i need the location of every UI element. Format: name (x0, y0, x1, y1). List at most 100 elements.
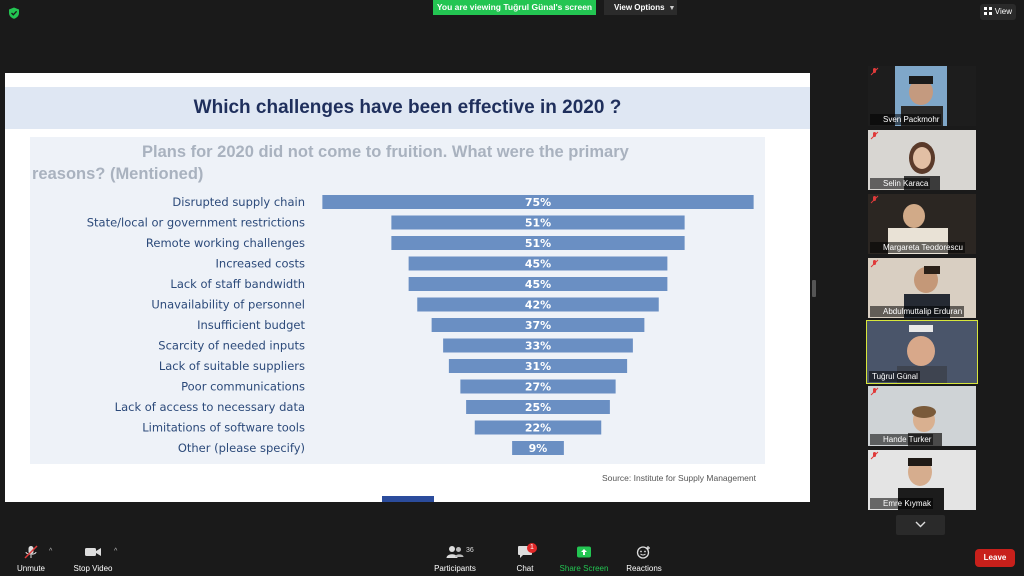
bar-value-label: 33% (525, 340, 551, 353)
category-label: Limitations of software tools (142, 421, 305, 435)
muted-mic-icon (870, 131, 879, 140)
muted-mic-icon (24, 545, 38, 559)
split-view-handle[interactable] (812, 280, 816, 297)
chart-bar (391, 236, 685, 250)
muted-mic-icon (870, 195, 879, 204)
chart-bar (322, 195, 754, 209)
bar-value-label: 51% (525, 237, 551, 250)
chat-unread-badge: 1 (527, 543, 537, 553)
participant-name: Hande Turker (870, 434, 934, 445)
share-screen-label: Share Screen (559, 564, 609, 573)
participant-name: Abdulmuttalip Erduran (870, 306, 965, 317)
unmute-button[interactable]: Unmute (12, 545, 50, 573)
chevron-down-icon: ▼ (668, 5, 676, 12)
bar-value-label: 27% (525, 381, 551, 394)
participant-name: Emre Kıymak (870, 498, 934, 509)
video-camera-icon (85, 548, 101, 556)
share-screen-button[interactable]: Share Screen (558, 545, 610, 573)
category-label: Scarcity of needed inputs (158, 339, 305, 353)
viewing-screen-banner: You are viewing Tuğrul Günal's screen (433, 0, 596, 15)
shared-screen: Which challenges have been effective in … (5, 73, 810, 502)
chevron-down-icon (915, 521, 926, 528)
video-options-caret[interactable]: ^ (114, 548, 118, 555)
bar-value-label: 75% (525, 196, 551, 209)
chart-bar (474, 420, 602, 435)
bar-value-label: 42% (525, 299, 551, 312)
audio-options-caret[interactable]: ^ (49, 548, 53, 555)
muted-mic-icon (870, 67, 879, 76)
bar-value-label: 51% (525, 217, 551, 230)
muted-mic-icon (870, 451, 879, 460)
bar-value-label: 31% (525, 360, 551, 373)
grid-icon (983, 7, 992, 15)
view-label: View (994, 7, 1012, 16)
active-speaker-tile[interactable]: Tuğrul Günal (866, 320, 978, 384)
stop-video-label: Stop Video (73, 564, 113, 573)
challenges-bar-chart: 75% Disrupted supply chain 51% State/local … (87, 195, 754, 455)
bar-value-label: 25% (525, 401, 551, 414)
encryption-shield-icon[interactable] (8, 7, 20, 19)
category-label: State/local or government restrictions (87, 216, 305, 230)
gallery-scroll-down-button[interactable] (896, 515, 945, 535)
chart-bar (448, 359, 628, 373)
participant-tile[interactable]: Hande Turker (868, 386, 976, 446)
participant-name: Sven Packmohr (870, 114, 942, 125)
chart-bar (443, 338, 633, 353)
slide-title-band (5, 87, 810, 129)
participant-tile[interactable]: Selin Karaca (868, 130, 976, 190)
participants-button[interactable]: Participants (430, 545, 480, 573)
view-options-label: View Options (614, 3, 665, 12)
chart-heading-line2: reasons? (Mentioned) (32, 165, 204, 183)
participants-icon (446, 546, 464, 558)
participants-label: Participants (434, 564, 476, 573)
category-label: Lack of access to necessary data (115, 400, 305, 414)
participant-tile[interactable]: Abdulmuttalip Erduran (868, 258, 976, 318)
category-label: Lack of staff bandwidth (170, 277, 305, 291)
category-label: Disrupted supply chain (172, 195, 305, 209)
category-label: Remote working challenges (146, 236, 305, 250)
category-label: Other (please specify) (178, 441, 305, 455)
chat-label: Chat (516, 564, 534, 573)
muted-mic-icon (870, 387, 879, 396)
chart-bar (408, 256, 668, 271)
participant-tile[interactable]: Margareta Teodorescu (868, 194, 976, 254)
participant-tile[interactable]: Sven Packmohr (868, 66, 976, 126)
chart-bar (512, 441, 564, 455)
chart-bar (431, 318, 645, 332)
bar-value-label: 45% (525, 278, 551, 291)
view-options-button[interactable]: View Options ▼ (604, 0, 677, 15)
category-label: Poor communications (181, 380, 305, 394)
stop-video-button[interactable]: Stop Video (72, 545, 114, 573)
participant-name: Selin Karaca (870, 178, 931, 189)
category-label: Unavailability of personnel (151, 298, 305, 312)
smiley-icon (636, 546, 650, 559)
share-screen-icon (577, 546, 591, 558)
reactions-button[interactable]: Reactions (622, 545, 666, 573)
chart-heading: Plans for 2020 did not come to fruition.… (32, 141, 752, 185)
slide-title: Which challenges have been effective in … (193, 97, 622, 118)
category-label: Lack of suitable suppliers (159, 359, 305, 373)
muted-mic-icon (870, 259, 879, 268)
category-label: Increased costs (216, 257, 305, 271)
participants-count: 36 (466, 547, 474, 554)
view-layout-button[interactable]: View (979, 4, 1016, 20)
bar-value-label: 9% (529, 442, 548, 455)
chart-bar (466, 400, 610, 414)
chart-bar (408, 277, 668, 291)
chart-bar (417, 297, 659, 312)
chart-bar (460, 379, 616, 394)
participant-name: Tuğrul Günal (869, 371, 920, 382)
participant-tile[interactable]: Emre Kıymak (868, 450, 976, 510)
bar-value-label: 22% (525, 422, 551, 435)
slide-logo (382, 496, 434, 502)
chart-heading-line1: Plans for 2020 did not come to fruition.… (142, 143, 629, 161)
bar-value-label: 37% (525, 319, 551, 332)
leave-button[interactable]: Leave (975, 549, 1015, 567)
bar-value-label: 45% (525, 258, 551, 271)
category-label: Insufficient budget (197, 318, 305, 332)
participant-name: Margareta Teodorescu (870, 242, 965, 253)
chart-bar (391, 215, 685, 230)
reactions-label: Reactions (626, 564, 662, 573)
unmute-label: Unmute (16, 564, 45, 573)
